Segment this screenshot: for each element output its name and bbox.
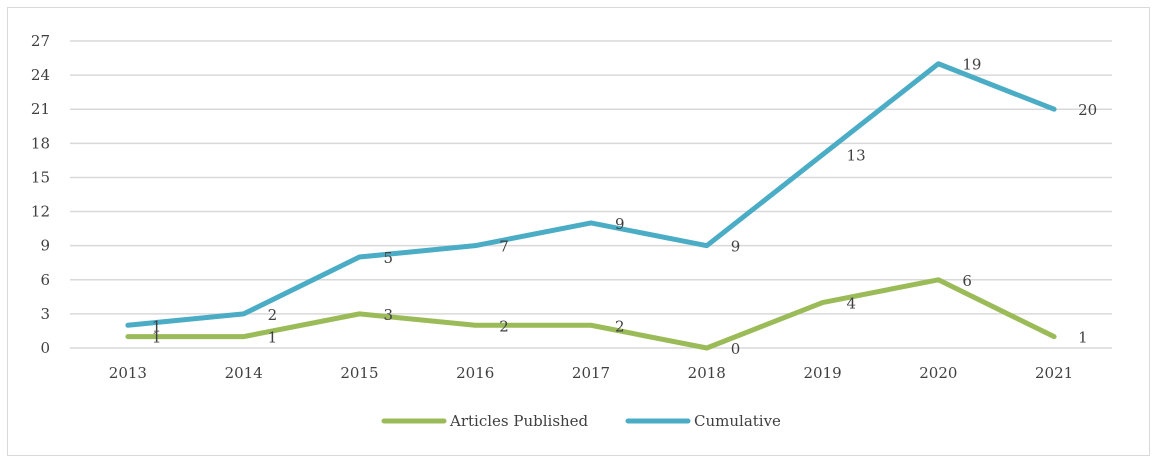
data-label: 9: [615, 215, 625, 233]
data-label: 2: [499, 317, 509, 335]
series-line-articles-published: [125, 277, 1057, 351]
x-axis-ticks: 2013 2014 2015 2016 2017 2018 2019 2020 2021: [109, 364, 1073, 382]
data-label: 1: [1078, 329, 1088, 347]
series-lines: [125, 61, 1057, 351]
y-tick-label: 12: [31, 203, 50, 221]
data-label: 2: [268, 306, 278, 324]
data-label: 1: [152, 317, 162, 335]
y-tick-label: 21: [31, 100, 50, 118]
y-tick-label: 15: [31, 168, 50, 186]
y-tick-label: 0: [40, 339, 50, 357]
y-tick-label: 3: [40, 305, 50, 323]
x-tick-label: 2021: [1035, 364, 1073, 382]
x-tick-label: 2017: [572, 364, 610, 382]
data-label: 4: [847, 295, 857, 313]
x-tick-label: 2013: [109, 364, 147, 382]
data-label: 1: [152, 329, 162, 347]
data-label: 2: [615, 317, 625, 335]
data-label: 0: [731, 340, 741, 358]
x-tick-label: 2016: [456, 364, 494, 382]
x-tick-label: 2020: [919, 364, 957, 382]
data-label: 6: [962, 272, 972, 290]
gridlines: [70, 40, 1112, 349]
x-tick-label: 2015: [340, 364, 378, 382]
y-tick-label: 18: [31, 134, 50, 152]
y-tick-label: 27: [31, 32, 50, 50]
x-tick-label: 2019: [803, 364, 841, 382]
data-label: 1: [268, 329, 278, 347]
y-tick-label: 9: [40, 237, 50, 255]
x-tick-label: 2018: [688, 364, 726, 382]
data-label: 19: [962, 56, 981, 74]
data-label: 3: [383, 306, 393, 324]
data-label: 5: [383, 249, 393, 267]
data-label: 13: [847, 147, 866, 165]
y-axis-ticks: 0 3 6 9 12 15 18 21 24 27: [31, 32, 50, 357]
legend-label: Cumulative: [694, 412, 781, 430]
data-label: 9: [731, 238, 741, 256]
data-label: 20: [1078, 101, 1097, 119]
y-tick-label: 24: [31, 66, 50, 84]
x-tick-label: 2014: [225, 364, 263, 382]
y-tick-label: 6: [40, 271, 50, 289]
legend-label: Articles Published: [449, 412, 589, 430]
chart-frame: [7, 7, 1150, 456]
series-line-cumulative: [125, 61, 1057, 328]
legend: Articles Published Cumulative: [381, 412, 781, 430]
data-label: 7: [499, 238, 509, 256]
